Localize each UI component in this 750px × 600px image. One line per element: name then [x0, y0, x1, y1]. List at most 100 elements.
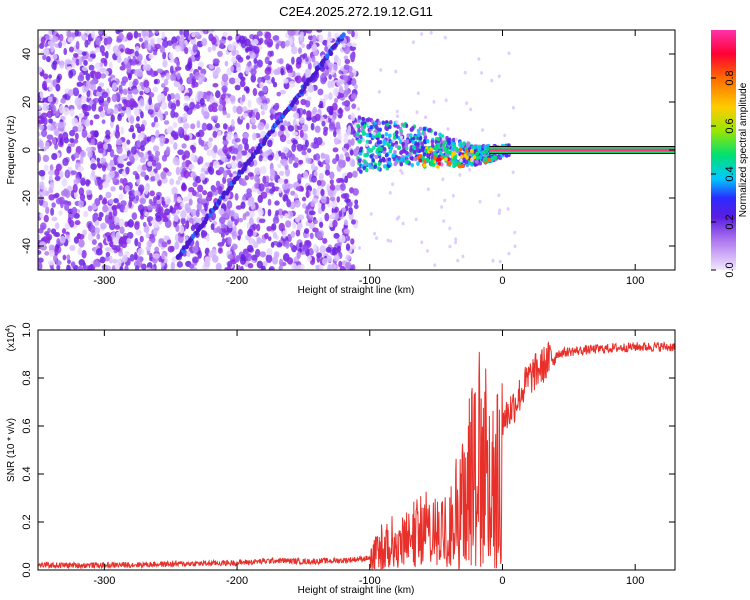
spectrogram-cell [241, 106, 248, 113]
spectrogram-cell [190, 208, 197, 217]
spectrogram-cell [322, 237, 328, 244]
spectrogram-cell [317, 231, 323, 240]
spectrogram-cell [255, 248, 261, 258]
spectrogram-cell [376, 147, 380, 152]
spectrogram-cell [226, 200, 233, 209]
spectrogram-cell [55, 163, 62, 172]
spectrogram-cell [197, 94, 202, 100]
spectrogram-cell [87, 57, 93, 62]
spectrogram-cell [145, 232, 150, 239]
spectrogram-cell [357, 128, 361, 134]
spectrogram-cell [177, 175, 183, 181]
spectrogram-cell [90, 138, 96, 146]
spectrogram-cell [59, 236, 66, 244]
spectrogram-cell [212, 82, 219, 88]
spectrogram-cell [45, 206, 50, 215]
spectrogram-cell [158, 206, 164, 215]
spectrogram-cell [176, 72, 181, 80]
spectrogram-cell [251, 113, 256, 119]
spectrogram-cell [110, 186, 116, 192]
spectrogram-cell [229, 95, 236, 103]
spectrogram-cell [78, 125, 84, 131]
spectrogram-cell [94, 220, 100, 227]
spectrogram-cell [141, 164, 148, 171]
spectrogram-cell [44, 251, 50, 256]
spectrogram-cell [182, 154, 186, 161]
spectrogram-cell [189, 101, 196, 110]
spectrogram-cell [141, 30, 147, 37]
spectrogram-cell [311, 115, 318, 123]
spectrogram-cell [227, 236, 232, 246]
spectrogram-cell [66, 264, 71, 270]
spectrogram-cell [144, 103, 150, 112]
spectrogram-cell [223, 81, 229, 87]
spectrogram-cell [133, 251, 138, 261]
spectrogram-cell [268, 182, 275, 187]
spectrogram-cell [235, 205, 243, 210]
spectrogram-cell [333, 254, 340, 262]
spectrogram-cell [464, 149, 469, 154]
spectrogram-cell [51, 153, 58, 161]
spectrogram-cell [302, 109, 307, 115]
y-tick-label: 20 [21, 96, 33, 108]
spectrogram-cell [293, 193, 299, 199]
spectrogram-cell [490, 78, 494, 83]
spectrogram-cell [435, 164, 440, 169]
spectrogram-cell [94, 62, 101, 70]
spectrogram-cell [236, 264, 242, 270]
spectrogram-cell [141, 263, 147, 270]
spectrogram-cell [207, 166, 212, 173]
spectrogram-cell [98, 82, 105, 87]
spectrogram-cell [511, 170, 515, 175]
spectrogram-cell [220, 232, 225, 238]
spectrogram-cell [493, 155, 498, 160]
spectrogram-cell [163, 78, 169, 86]
spectrogram-cell [87, 205, 93, 212]
spectrogram-cell [397, 145, 402, 150]
spectrogram-cell [302, 123, 309, 132]
spectrogram-cell [89, 225, 96, 233]
spectrogram-cell [99, 256, 106, 264]
spectrogram-cell [459, 158, 463, 163]
spectrogram-cell [327, 62, 334, 68]
spectrogram-cell [412, 149, 417, 155]
colorbar-ticks: 0.0 0.2 0.4 0.6 0.8 [711, 70, 736, 278]
spectrogram-cell [436, 142, 440, 148]
spectrogram-cell [299, 242, 303, 248]
spectrogram-cell [82, 229, 87, 236]
spectrogram-cell [48, 249, 55, 257]
spectrogram-cell [260, 95, 266, 101]
spectrogram-cell [38, 104, 42, 110]
spectrogram-cell [124, 264, 129, 270]
spectrogram-cell [44, 49, 50, 55]
x-tick-label: -200 [226, 575, 248, 587]
spectrogram-cell [248, 211, 255, 218]
spectrogram-cell [253, 46, 260, 55]
spectrogram-cell [236, 66, 242, 73]
spectrogram-cell [322, 39, 329, 46]
spectrogram-cell [215, 90, 221, 99]
spectrogram-cell [346, 30, 353, 35]
spectrogram-cell [343, 55, 349, 61]
spectrogram-cell [75, 58, 80, 66]
spectrogram-cell [44, 42, 48, 48]
spectrogram-cell [332, 130, 337, 138]
spectrogram-cell [242, 112, 248, 119]
spectrogram-cell [129, 98, 136, 107]
spectrogram-cell [258, 218, 266, 224]
spectrogram-cell [114, 130, 121, 139]
spectrogram-cell [321, 120, 326, 127]
spectrogram-cell [259, 165, 267, 175]
spectrogram-cell [108, 255, 113, 264]
spectrogram-cell [472, 155, 477, 160]
snr-panel: -300 -200 -100 0 100 0.0 0.2 0.4 0.6 0.8 1.0 Heig… [5, 322, 676, 596]
spectrogram-cell [113, 197, 119, 204]
spectrogram-cell [169, 65, 174, 75]
spectrogram-cell [62, 157, 69, 167]
spectrogram-cell [349, 45, 356, 52]
spectrogram-cell [188, 217, 194, 224]
spectrogram-cell [277, 150, 282, 157]
spectrogram-cell [247, 172, 254, 177]
spectrogram-cell [152, 253, 160, 259]
spectrogram-cell [310, 122, 315, 131]
